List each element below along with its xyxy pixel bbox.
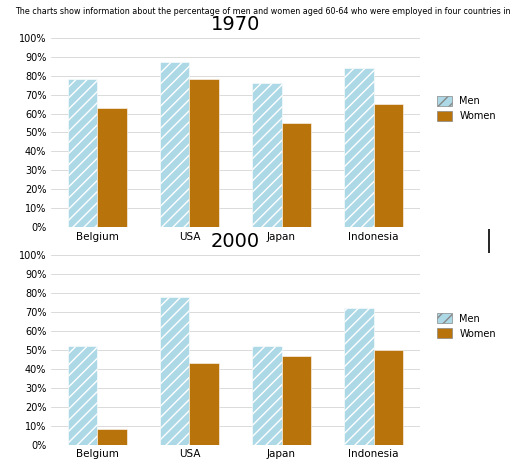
Title: 1970: 1970 xyxy=(211,15,260,34)
Bar xyxy=(282,356,311,445)
Title: 2000: 2000 xyxy=(211,232,260,251)
Bar xyxy=(189,79,219,227)
Bar xyxy=(374,350,403,445)
Text: The charts show information about the percentage of men and women aged 60-64 who: The charts show information about the pe… xyxy=(15,7,512,16)
Legend: Men, Women: Men, Women xyxy=(437,313,496,339)
Bar xyxy=(282,123,311,227)
Bar xyxy=(97,108,127,227)
Bar xyxy=(252,346,282,445)
Bar xyxy=(344,308,374,445)
Bar xyxy=(252,83,282,227)
Bar xyxy=(68,346,97,445)
Bar xyxy=(160,62,189,227)
Bar xyxy=(160,297,189,445)
Bar xyxy=(374,104,403,227)
Bar xyxy=(189,363,219,445)
Bar xyxy=(97,429,127,445)
Legend: Men, Women: Men, Women xyxy=(437,96,496,121)
Bar xyxy=(344,68,374,227)
Bar xyxy=(68,79,97,227)
